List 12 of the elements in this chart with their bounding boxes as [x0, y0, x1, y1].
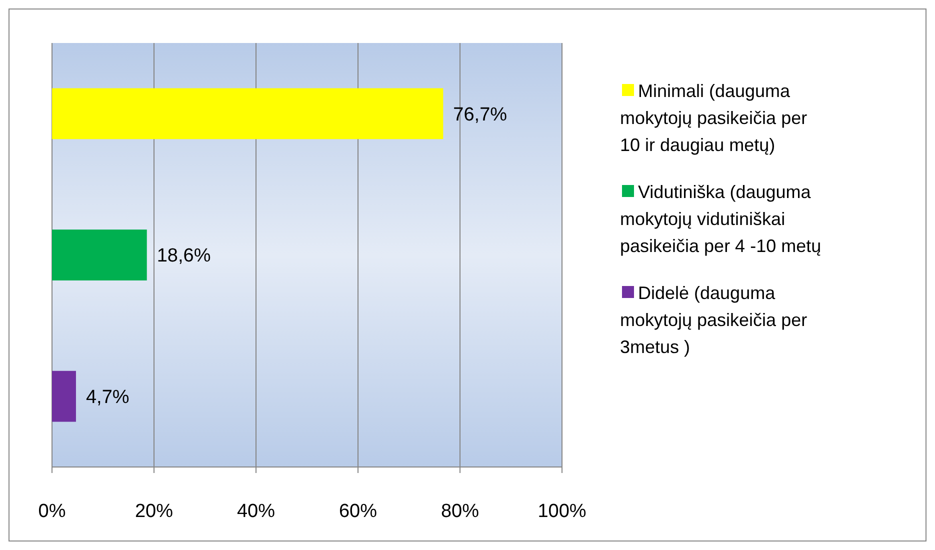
- legend-label: Didelė (dauguma mokytojų pasikeičia per 3metus ): [620, 283, 808, 358]
- x-tick-label: 20%: [134, 501, 174, 522]
- x-tick-label: 0%: [38, 501, 66, 522]
- x-tick-label: 60%: [338, 501, 378, 522]
- legend-label: Vidutiniška (dauguma mokytojų vidutiniškai pasikeičia per 4 -10 metų: [620, 182, 822, 256]
- x-tick-label: 40%: [236, 501, 276, 522]
- x-tick-label: 100%: [538, 501, 586, 522]
- x-tick-label: 80%: [440, 501, 480, 522]
- data-label: 18,6%: [156, 246, 211, 267]
- legend-label: Minimali (dauguma mokytojų pasikeičia per 10 ir daugiau metų): [620, 81, 808, 156]
- data-label: 76,7%: [453, 104, 508, 126]
- data-label: 4,7%: [86, 386, 130, 408]
